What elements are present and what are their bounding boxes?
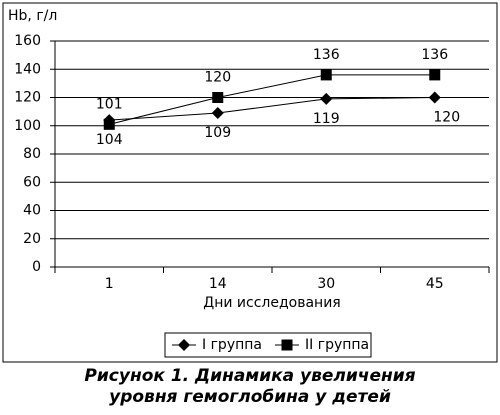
- chart-frame: [2, 2, 498, 363]
- data-label: 136: [421, 47, 448, 63]
- y-tick-label: 80: [23, 146, 41, 162]
- y-tick-label: 60: [23, 174, 41, 190]
- data-label: 120: [433, 110, 460, 126]
- x-tick-label: 1: [105, 276, 114, 292]
- x-tick-label: 14: [209, 276, 227, 292]
- chart: Hb, г/л Дни исследования 0 20 40 60 80 100 120…: [2, 2, 498, 363]
- data-label: 104: [96, 132, 123, 148]
- y-axis-title: Hb, г/л: [8, 8, 57, 24]
- x-tick-label: 30: [317, 276, 335, 292]
- series-line: [109, 74, 435, 125]
- data-label: 109: [204, 125, 231, 141]
- data-label: 136: [313, 47, 340, 63]
- point: [428, 91, 441, 104]
- series-line: [109, 97, 435, 121]
- point: [212, 92, 224, 103]
- legend-label: I группа: [202, 337, 262, 353]
- data-label: 119: [313, 111, 340, 127]
- y-tick-label: 100: [14, 118, 41, 134]
- legend-marker: [178, 339, 190, 351]
- data-label: 101: [96, 96, 123, 112]
- y-tick-label: 20: [23, 231, 41, 247]
- y-tick-label: 160: [14, 33, 41, 49]
- legend-label: II группа: [305, 337, 369, 353]
- point: [320, 69, 332, 81]
- y-tick-label: 0: [32, 259, 41, 275]
- legend-marker: [281, 339, 293, 351]
- point: [211, 107, 224, 120]
- y-tick-label: 120: [14, 90, 41, 106]
- x-axis-title: Дни исследования: [203, 295, 340, 311]
- y-tick-label: 140: [14, 61, 41, 77]
- point: [103, 118, 115, 130]
- point: [429, 69, 441, 81]
- caption: Рисунок 1. Динамика увеличения уровня ге…: [84, 366, 416, 407]
- legend-box: [164, 332, 372, 358]
- point: [320, 92, 333, 105]
- y-tick-label: 40: [23, 203, 41, 219]
- data-label: 120: [204, 70, 231, 86]
- x-tick-label: 45: [426, 276, 444, 292]
